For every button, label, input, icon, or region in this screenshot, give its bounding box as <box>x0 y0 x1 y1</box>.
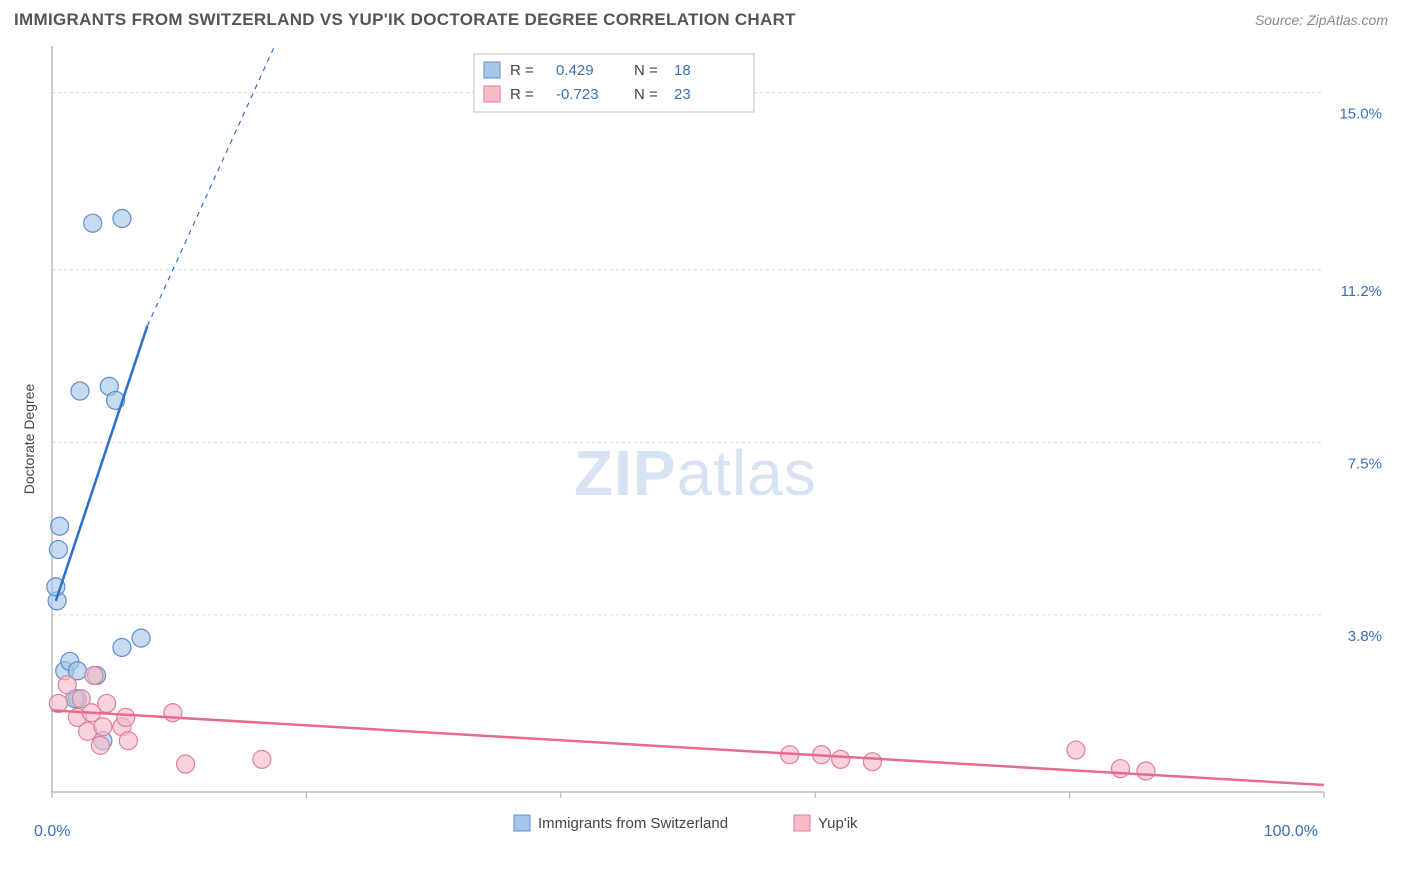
svg-text:Doctorate Degree: Doctorate Degree <box>21 384 37 495</box>
svg-text:100.0%: 100.0% <box>1264 823 1318 840</box>
source-attribution: Source: ZipAtlas.com <box>1255 12 1388 28</box>
svg-text:0.429: 0.429 <box>556 62 594 79</box>
header-bar: IMMIGRANTS FROM SWITZERLAND VS YUP'IK DO… <box>0 0 1406 36</box>
svg-text:3.8%: 3.8% <box>1348 628 1382 645</box>
svg-text:15.0%: 15.0% <box>1339 106 1382 123</box>
svg-text:R =: R = <box>510 86 534 103</box>
svg-text:-0.723: -0.723 <box>556 86 599 103</box>
svg-text:23: 23 <box>674 86 691 103</box>
chart-container: 3.8% 7.5% 11.2% 15.0% 0.0% 100.0% Doctorate De… <box>14 36 1392 856</box>
svg-text:Yup'ik: Yup'ik <box>818 815 858 832</box>
svg-text:0.0%: 0.0% <box>34 823 70 840</box>
svg-text:18: 18 <box>674 62 691 79</box>
svg-text:N =: N = <box>634 86 658 103</box>
chart-title: IMMIGRANTS FROM SWITZERLAND VS YUP'IK DO… <box>14 10 796 30</box>
svg-text:Immigrants from Switzerland: Immigrants from Switzerland <box>538 815 728 832</box>
svg-text:11.2%: 11.2% <box>1341 283 1382 300</box>
svg-text:7.5%: 7.5% <box>1348 455 1382 472</box>
svg-text:N =: N = <box>634 62 658 79</box>
svg-text:R =: R = <box>510 62 534 79</box>
scatter-chart: 3.8% 7.5% 11.2% 15.0% 0.0% 100.0% Doctorate De… <box>14 36 1392 856</box>
